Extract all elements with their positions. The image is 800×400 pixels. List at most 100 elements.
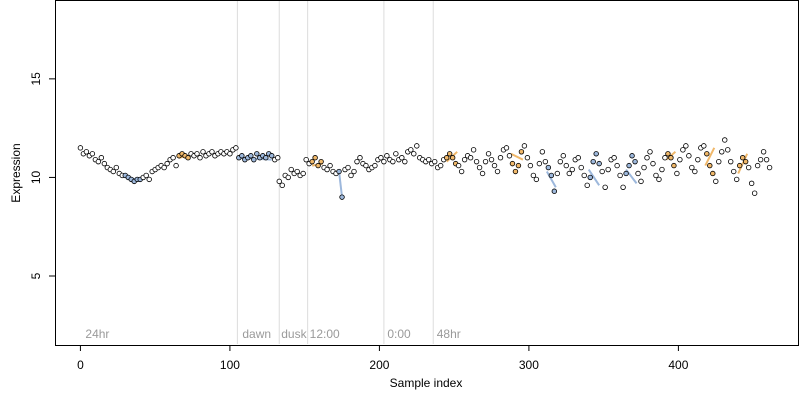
data-point-203 <box>683 143 689 149</box>
x-tick-label-0: 0 <box>77 358 84 372</box>
data-point-8 <box>101 160 108 167</box>
data-point-102 <box>381 158 387 165</box>
data-point-91 <box>348 172 354 179</box>
data-point-221 <box>736 162 743 169</box>
fit-segment-12 <box>737 153 749 174</box>
data-point-228 <box>757 156 764 163</box>
data-point-206 <box>692 168 698 175</box>
data-point-168 <box>578 164 584 171</box>
data-point-137 <box>485 151 492 157</box>
data-point-92 <box>351 168 357 175</box>
data-point-218 <box>728 158 734 165</box>
data-point-81 <box>318 158 324 165</box>
data-point-93 <box>354 158 360 165</box>
x-tick-label-2: 200 <box>369 358 389 372</box>
data-point-182 <box>620 184 626 190</box>
data-point-192 <box>650 160 656 167</box>
y-tick-label-1: 10 <box>29 170 43 184</box>
y-axis-title: Expression <box>9 143 23 202</box>
data-point-193 <box>653 172 659 179</box>
data-point-183 <box>623 170 629 177</box>
data-point-76 <box>303 156 309 163</box>
data-point-88 <box>339 194 345 200</box>
x-axis-title: Sample index <box>390 376 463 390</box>
data-point-205 <box>689 164 695 171</box>
data-point-220 <box>734 176 740 183</box>
data-point-188 <box>638 178 644 185</box>
data-point-197 <box>665 151 671 157</box>
data-point-217 <box>725 147 731 153</box>
data-point-216 <box>722 137 728 143</box>
data-point-59 <box>254 151 260 157</box>
data-point-163 <box>563 162 569 169</box>
y-tick-label-2: 15 <box>29 72 43 86</box>
data-point-211 <box>707 162 713 169</box>
data-point-32 <box>173 162 179 169</box>
data-point-7 <box>98 155 105 161</box>
data-point-84 <box>327 162 333 169</box>
data-point-198 <box>668 155 674 161</box>
data-point-121 <box>438 162 444 169</box>
data-point-133 <box>473 158 480 165</box>
x-tick-label-4: 400 <box>668 358 688 372</box>
data-point-140 <box>494 168 501 175</box>
x-tick-label-1: 100 <box>220 358 240 372</box>
data-point-22 <box>143 172 149 179</box>
data-point-210 <box>704 151 710 157</box>
data-point-28 <box>161 164 167 171</box>
data-point-70 <box>285 174 291 181</box>
data-point-111 <box>408 147 414 153</box>
data-point-71 <box>288 166 294 173</box>
phase-label-3: 12:00 <box>310 327 340 341</box>
data-points <box>77 137 773 200</box>
data-point-31 <box>170 155 176 161</box>
data-point-132 <box>470 147 477 153</box>
plot-frame <box>55 0 799 346</box>
data-point-0 <box>77 145 84 151</box>
data-point-173 <box>593 151 599 157</box>
data-point-141 <box>497 155 504 161</box>
fit-segment-4 <box>338 171 344 198</box>
phase-label-2: dusk <box>281 327 307 341</box>
data-point-4 <box>89 151 96 157</box>
phase-label-1: dawn <box>242 327 271 341</box>
data-point-181 <box>617 172 623 179</box>
data-point-87 <box>336 168 342 175</box>
data-point-131 <box>467 155 474 161</box>
data-point-180 <box>614 162 620 169</box>
data-point-79 <box>312 155 318 161</box>
data-point-184 <box>626 162 632 169</box>
data-point-128 <box>458 168 465 175</box>
fit-segment-11 <box>704 147 716 167</box>
data-point-143 <box>503 145 510 151</box>
fit-segment-6 <box>510 152 524 161</box>
data-point-83 <box>324 166 330 173</box>
data-point-135 <box>479 170 486 177</box>
data-point-212 <box>710 170 716 177</box>
data-point-190 <box>644 155 650 161</box>
data-point-189 <box>641 164 647 171</box>
data-point-175 <box>599 168 605 175</box>
data-point-170 <box>584 182 590 189</box>
data-point-108 <box>399 155 405 161</box>
data-point-187 <box>635 170 641 177</box>
data-point-209 <box>701 143 707 149</box>
data-point-145 <box>509 160 516 167</box>
data-point-101 <box>378 155 384 161</box>
data-point-36 <box>185 155 191 161</box>
data-point-147 <box>515 162 522 169</box>
data-point-23 <box>146 176 152 183</box>
data-point-155 <box>539 149 546 155</box>
data-point-165 <box>569 166 575 173</box>
data-point-231 <box>766 164 773 171</box>
data-point-207 <box>695 156 701 163</box>
data-point-144 <box>506 153 513 159</box>
data-point-73 <box>294 168 300 175</box>
data-point-134 <box>476 164 483 171</box>
data-point-44 <box>209 149 215 155</box>
data-point-105 <box>390 158 396 165</box>
data-point-200 <box>674 170 680 177</box>
data-point-12 <box>113 164 119 171</box>
data-point-169 <box>581 172 587 179</box>
data-point-195 <box>659 166 665 173</box>
